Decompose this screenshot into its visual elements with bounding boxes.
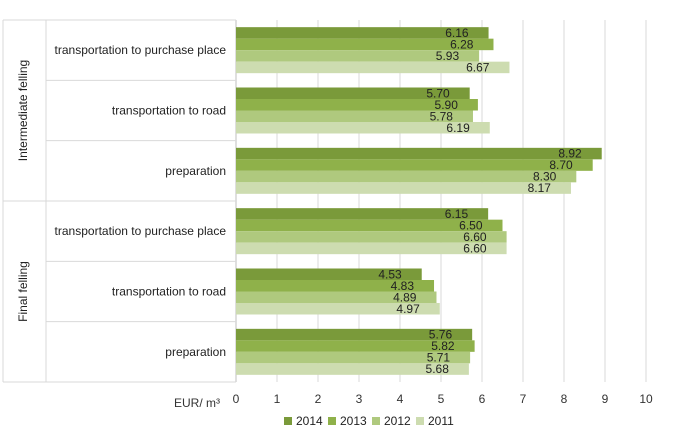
bar-2013 [236,38,494,51]
data-label: 5.78 [430,109,454,123]
bar-2012 [236,110,473,122]
x-tick-label: 5 [438,392,445,406]
bar-series: 6.166.285.93 6.67 5.705.905.786.19 8.928.70… [236,26,602,376]
bar-2012 [236,170,577,183]
x-axis-title: EUR/ m³ [174,396,220,410]
category-frame [2,19,237,383]
data-label: 6.67 [466,60,490,74]
legend-label: 2014 [296,414,323,428]
grid-lines [235,20,647,382]
category-label: preparation [165,164,226,178]
data-label: 4.89 [393,290,417,304]
bar-2012 [236,231,507,243]
bar-2012 [236,291,437,303]
data-label: 8.70 [549,158,573,172]
legend-swatch [284,417,292,425]
data-label: 8.17 [528,181,552,195]
data-label: 4.53 [378,267,402,281]
data-label: 6.15 [445,207,469,221]
bar-2014 [236,328,473,341]
x-tick-label: 9 [602,392,609,406]
bar-2013 [236,280,435,292]
bar-2013 [236,219,503,232]
data-label: 6.19 [446,121,470,135]
bar-2014 [236,268,422,280]
legend: 2014 2013 2012 2011 [284,414,454,428]
legend-label: 2013 [340,414,367,428]
data-label: 4.97 [396,302,420,316]
data-label: 5.93 [436,49,460,63]
legend-swatch [372,417,380,425]
category-label: transportation to purchase place [55,224,227,238]
group-labels: Intermediate felling Final felling [16,60,30,322]
bar-2011 [236,363,469,375]
bar-2014 [236,208,489,220]
category-labels: transportation to purchase place transpor… [55,43,227,359]
data-label: 8.30 [533,170,557,184]
bar-2011 [236,242,507,255]
category-label: transportation to road [112,104,226,118]
data-label: 8.92 [558,147,582,161]
data-label: 5.68 [426,362,450,376]
bar-2014 [236,27,489,39]
bar-2014 [236,87,470,99]
data-label: 6.50 [459,218,483,232]
x-axis: 0 1 2 3 4 5 6 7 8 9 10 [233,392,653,406]
data-label: 6.16 [445,26,469,40]
bar-2013 [236,159,593,171]
x-tick-label: 3 [356,392,363,406]
bar-2011 [236,122,490,134]
x-tick-label: 7 [520,392,527,406]
bar-2011 [236,303,440,315]
x-tick-label: 8 [561,392,568,406]
data-label: 6.60 [463,230,487,244]
data-label: 5.70 [426,86,450,100]
data-label: 5.71 [427,351,451,365]
data-label: 5.90 [435,98,459,112]
x-tick-label: 10 [639,392,653,406]
group-label: Final felling [16,261,30,322]
bar-2012 [236,50,480,62]
x-tick-label: 0 [233,392,240,406]
x-tick-label: 2 [315,392,322,406]
data-label: 6.60 [463,241,487,255]
x-tick-label: 1 [274,392,281,406]
legend-label: 2011 [428,414,454,428]
category-label: transportation to purchase place [55,43,227,57]
data-label: 5.82 [431,339,455,353]
x-tick-label: 6 [479,392,486,406]
bar-2011 [236,182,571,194]
data-label: 6.28 [450,37,474,51]
category-label: transportation to road [112,285,226,299]
bar-2014 [236,147,602,160]
category-label: preparation [165,345,226,359]
legend-label: 2012 [384,414,411,428]
bar-2013 [236,340,475,352]
legend-swatch [416,417,424,425]
bar-2012 [236,351,471,364]
data-label: 5.76 [429,328,453,342]
data-label: 4.83 [391,279,415,293]
legend-swatch [328,417,336,425]
group-label: Intermediate felling [16,60,30,161]
x-tick-label: 4 [397,392,404,406]
bar-2011 [236,61,510,74]
bar-2013 [236,99,478,111]
